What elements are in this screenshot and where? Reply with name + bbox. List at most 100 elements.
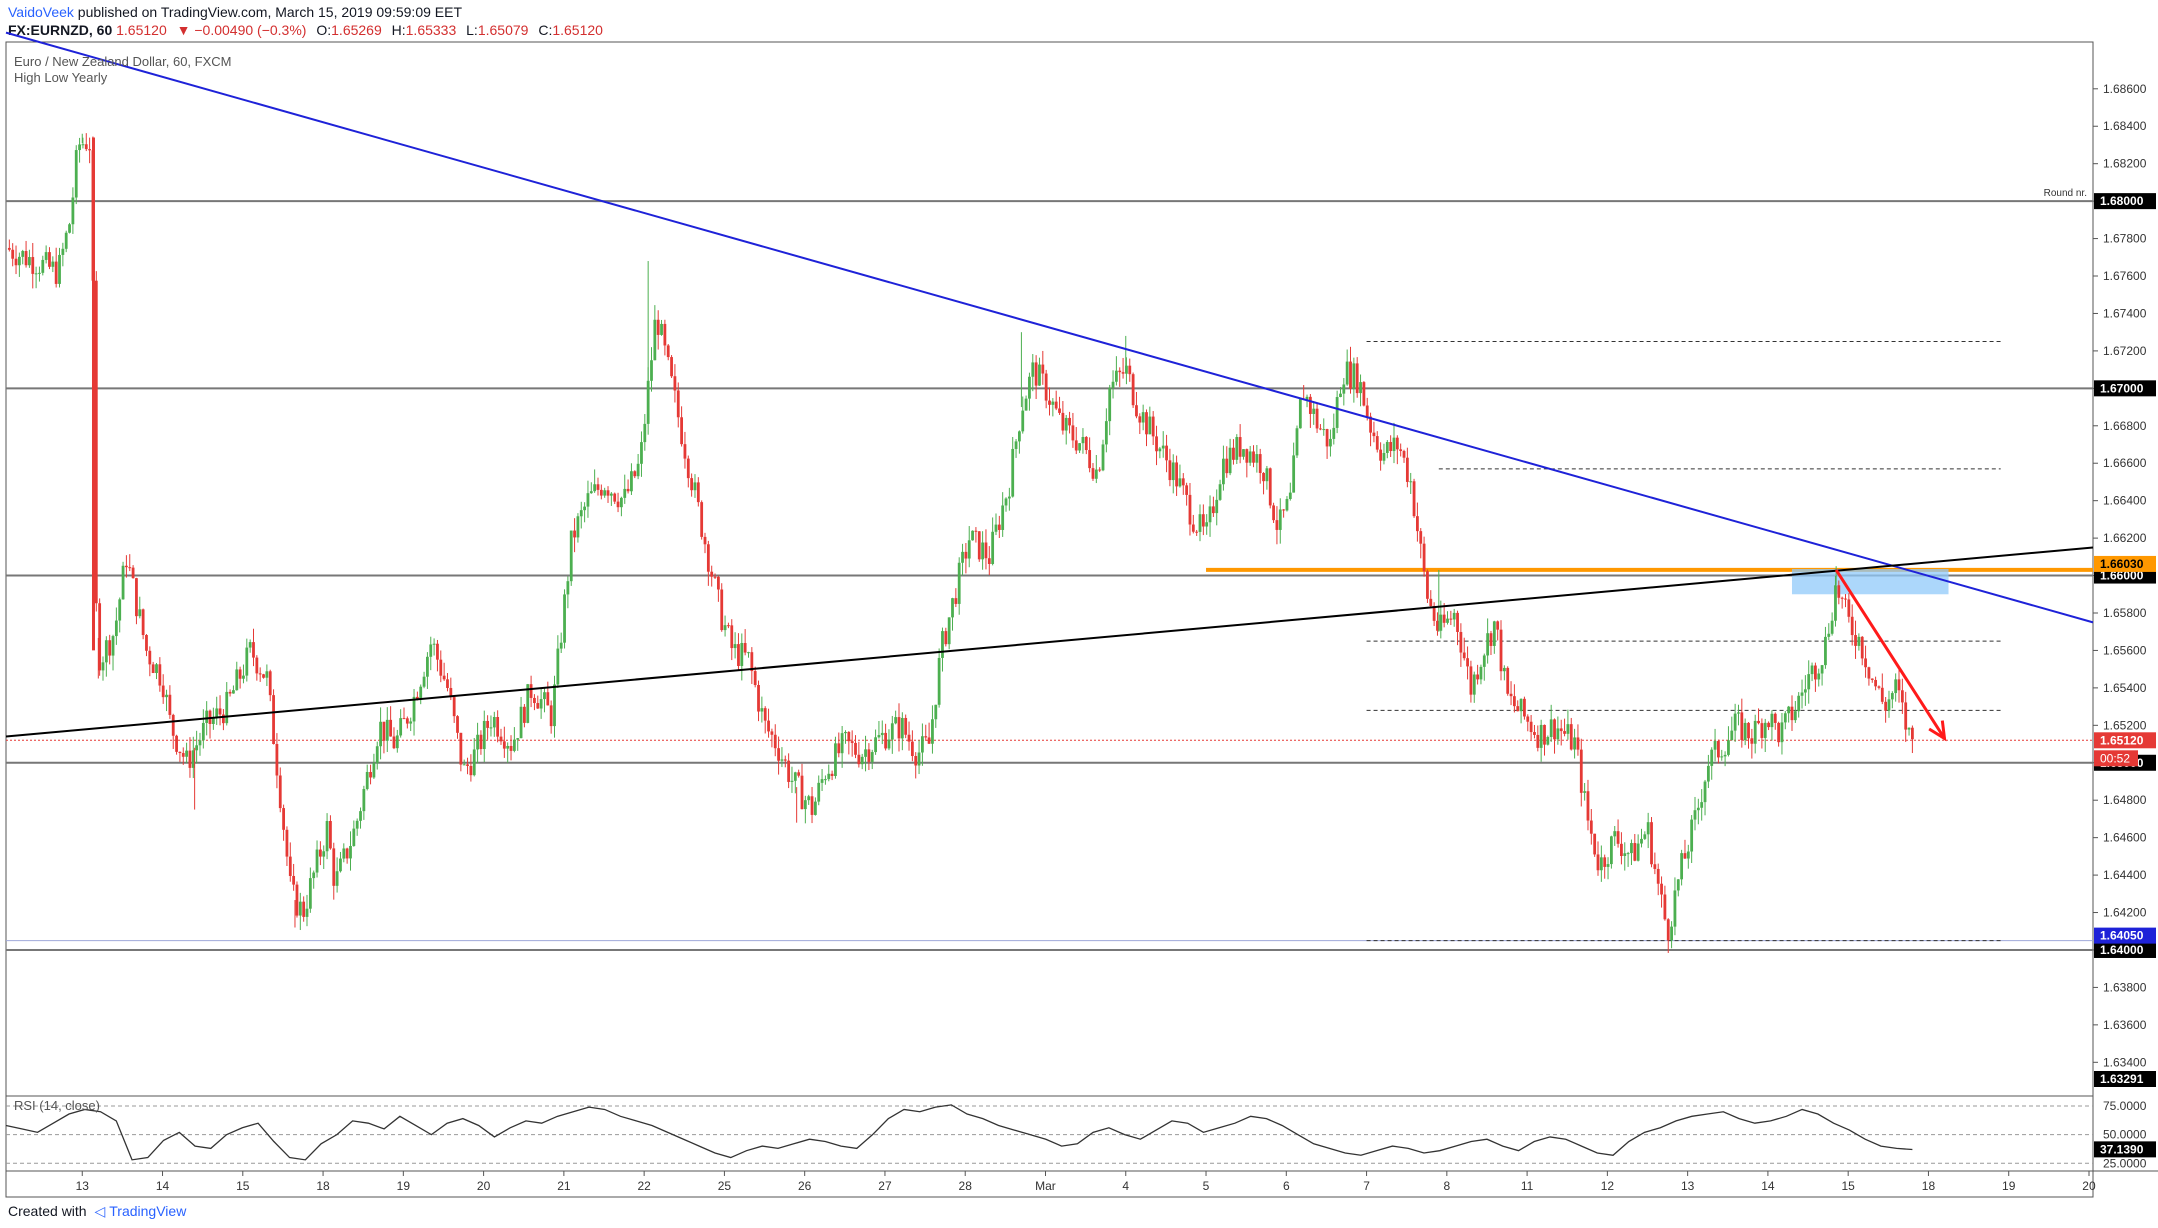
- candle-body: [382, 721, 386, 741]
- candle-body: [285, 829, 289, 857]
- candle-body: [1452, 612, 1456, 620]
- candle-body: [329, 821, 332, 849]
- candle-body: [516, 738, 520, 740]
- candle-body: [1847, 599, 1851, 617]
- candle-body: [1024, 398, 1028, 411]
- candle-body: [1265, 468, 1269, 482]
- price-tick-label: 1.64200: [2103, 906, 2147, 920]
- time-scale[interactable]: 13 14 15 18 19 20 21 22 25 26 27 28 Mar 4 5 6 7 8 11 12 13 14…: [76, 1171, 2096, 1193]
- candle-body: [339, 858, 342, 872]
- candle-body: [630, 471, 633, 492]
- tradingview-logo-icon[interactable]: ◁: [94, 1203, 106, 1219]
- candle-body: [1479, 666, 1483, 680]
- candle-body: [757, 685, 760, 712]
- candle-body: [1696, 807, 1700, 811]
- candle-body: [1586, 791, 1590, 821]
- candle-body: [1298, 398, 1302, 429]
- candle-body: [827, 773, 831, 780]
- price-tick-label: 1.65400: [2103, 681, 2147, 695]
- candle-body: [81, 144, 85, 146]
- candle-body: [1469, 666, 1473, 695]
- candle-body: [1817, 673, 1821, 680]
- candle-body: [1623, 853, 1627, 856]
- candle-body: [1185, 485, 1189, 495]
- candle-body: [1228, 447, 1232, 474]
- candle-body: [178, 751, 182, 754]
- candle-body: [1215, 499, 1219, 514]
- candle-body: [502, 741, 506, 749]
- yearly-low-tag-bg: [2094, 927, 2156, 944]
- candle-body: [1365, 405, 1369, 417]
- candle-body: [1834, 585, 1837, 621]
- candle-body: [897, 717, 901, 739]
- candle-body: [275, 744, 279, 776]
- candle-body: [1385, 441, 1389, 453]
- candle-body: [238, 669, 242, 679]
- candle-body: [1680, 853, 1684, 880]
- candle-body: [783, 759, 787, 761]
- candle-body: [198, 740, 202, 746]
- candle-body: [1308, 396, 1312, 414]
- candle-body: [1416, 516, 1419, 532]
- candle-body: [1670, 926, 1673, 941]
- candle-body: [954, 598, 958, 604]
- candle-body: [1539, 724, 1543, 748]
- candle-body: [974, 530, 978, 532]
- trendlines[interactable]: [5, 31, 2094, 738]
- candle-body: [1135, 405, 1138, 417]
- candle-body: [1064, 417, 1068, 431]
- candle-body: [372, 763, 376, 778]
- candle-body: [1248, 451, 1252, 463]
- candle-body: [1790, 706, 1794, 721]
- candle-body: [1874, 679, 1878, 687]
- candle-body: [576, 516, 580, 538]
- candle-body: [228, 691, 232, 694]
- candle-body: [439, 659, 443, 676]
- candle-body: [1325, 429, 1329, 447]
- candle-body: [168, 694, 172, 715]
- candle-body: [890, 723, 894, 740]
- candle-body: [1683, 853, 1687, 859]
- candle-body: [318, 849, 322, 857]
- tradingview-brand[interactable]: TradingView: [109, 1203, 187, 1219]
- candle-body: [1225, 458, 1229, 474]
- candle-body: [242, 675, 245, 679]
- candle-body: [1620, 843, 1623, 856]
- candle-body: [11, 249, 15, 259]
- candle-body: [352, 828, 356, 846]
- candle-body: [31, 257, 35, 274]
- candle-body: [1359, 382, 1362, 394]
- countdown-tag: 00:52: [2100, 751, 2130, 765]
- candle-body: [874, 737, 877, 753]
- candle-body: [258, 673, 262, 675]
- candle-body: [245, 647, 249, 676]
- price-tick-label: 1.66200: [2103, 531, 2147, 545]
- candle-body: [469, 765, 473, 776]
- date-label: 4: [1122, 1179, 1129, 1193]
- candle-body: [78, 144, 81, 151]
- candle-body: [737, 644, 740, 666]
- candle-body: [1750, 738, 1754, 744]
- candle-body: [1656, 868, 1660, 884]
- chart-frame: [5, 41, 2094, 1198]
- candle-body: [1633, 843, 1637, 861]
- footer: Created with ◁ TradingView: [8, 1203, 186, 1220]
- price-tick-label: 1.65600: [2103, 643, 2147, 657]
- candle-body: [28, 257, 31, 266]
- candle-body: [1727, 740, 1730, 755]
- candle-body: [442, 675, 446, 680]
- candle-body: [589, 491, 593, 494]
- candle-body: [14, 258, 18, 266]
- chart-area[interactable]: Round nr. 1.68600 1.68400 1.68200 1.68000 1.…: [0, 0, 2158, 1200]
- author-link[interactable]: VaidoVeek: [8, 4, 74, 20]
- candle-body: [543, 692, 546, 700]
- candle-body: [1536, 734, 1540, 748]
- candle-body: [161, 685, 165, 698]
- candle-body: [673, 376, 677, 391]
- price-tick-label: 1.64600: [2103, 831, 2147, 845]
- projection-arrow[interactable]: [1834, 569, 1947, 742]
- candle-body: [74, 150, 78, 198]
- candle-body: [486, 720, 490, 728]
- arrow-shaft: [1834, 569, 1946, 740]
